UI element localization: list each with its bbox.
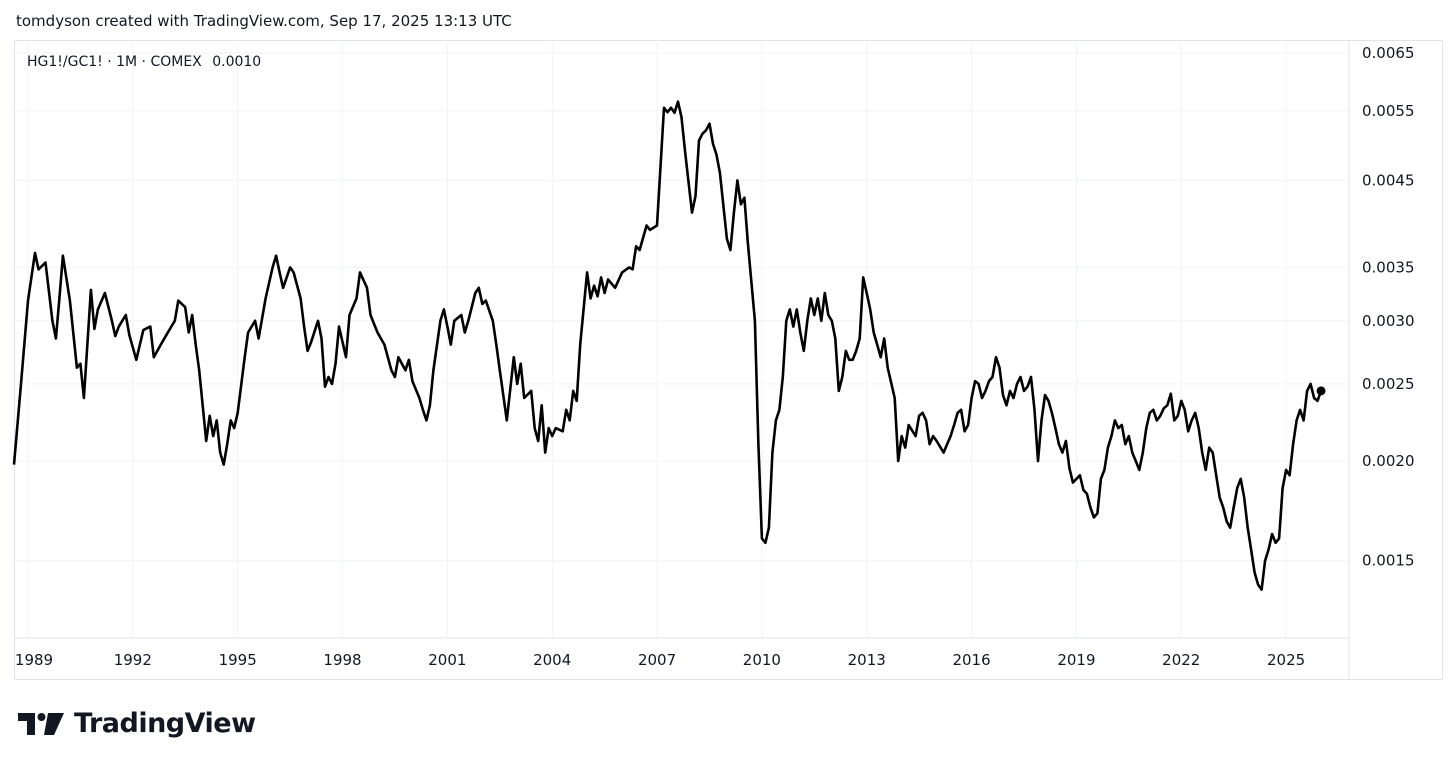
x-tick-label: 2007 [638,651,676,669]
tradingview-logo[interactable]: TradingView [18,708,256,739]
series-legend[interactable]: HG1!/GC1! · 1M · COMEX 0.0010 [27,54,261,70]
y-tick-label: 0.0065 [1362,44,1415,62]
x-tick-label: 2013 [848,651,886,669]
x-tick-label: 1989 [15,651,53,669]
y-tick-label: 0.0030 [1362,312,1415,330]
y-tick-label: 0.0015 [1362,552,1415,570]
x-tick-label: 2010 [743,651,781,669]
x-tick-label: 1998 [323,651,361,669]
series-line [12,100,1323,591]
x-tick-label: 2016 [952,651,990,669]
y-tick-label: 0.0020 [1362,452,1415,470]
tradingview-logo-text: TradingView [74,708,256,739]
x-tick-label: 2004 [533,651,571,669]
x-tick-label: 2001 [428,651,466,669]
legend-value: 0.0010 [212,54,262,70]
y-tick-label: 0.0055 [1362,102,1415,120]
chart-attribution: tomdyson created with TradingView.com, S… [16,12,512,30]
x-tick-label: 2019 [1057,651,1095,669]
x-tick-label: 2025 [1267,651,1305,669]
legend-symbol: HG1!/GC1! · 1M · COMEX [27,54,202,70]
y-tick-label: 0.0025 [1362,375,1415,393]
y-tick-label: 0.0045 [1362,171,1415,189]
x-tick-label: 1995 [219,651,257,669]
y-tick-label: 0.0035 [1362,258,1415,276]
tradingview-logo-icon [18,712,64,735]
x-tick-label: 1992 [114,651,152,669]
price-axis[interactable]: 0.0065 0.0055 0.0045 0.0035 0.0030 0.0025 0.00… [1362,44,1415,570]
x-tick-label: 2022 [1162,651,1200,669]
chart-frame[interactable] [14,40,1443,680]
time-axis[interactable]: 1989 1992 1995 1998 2001 2004 2007 2010 2013 2016… [15,651,1305,669]
last-price-marker [1316,386,1326,396]
